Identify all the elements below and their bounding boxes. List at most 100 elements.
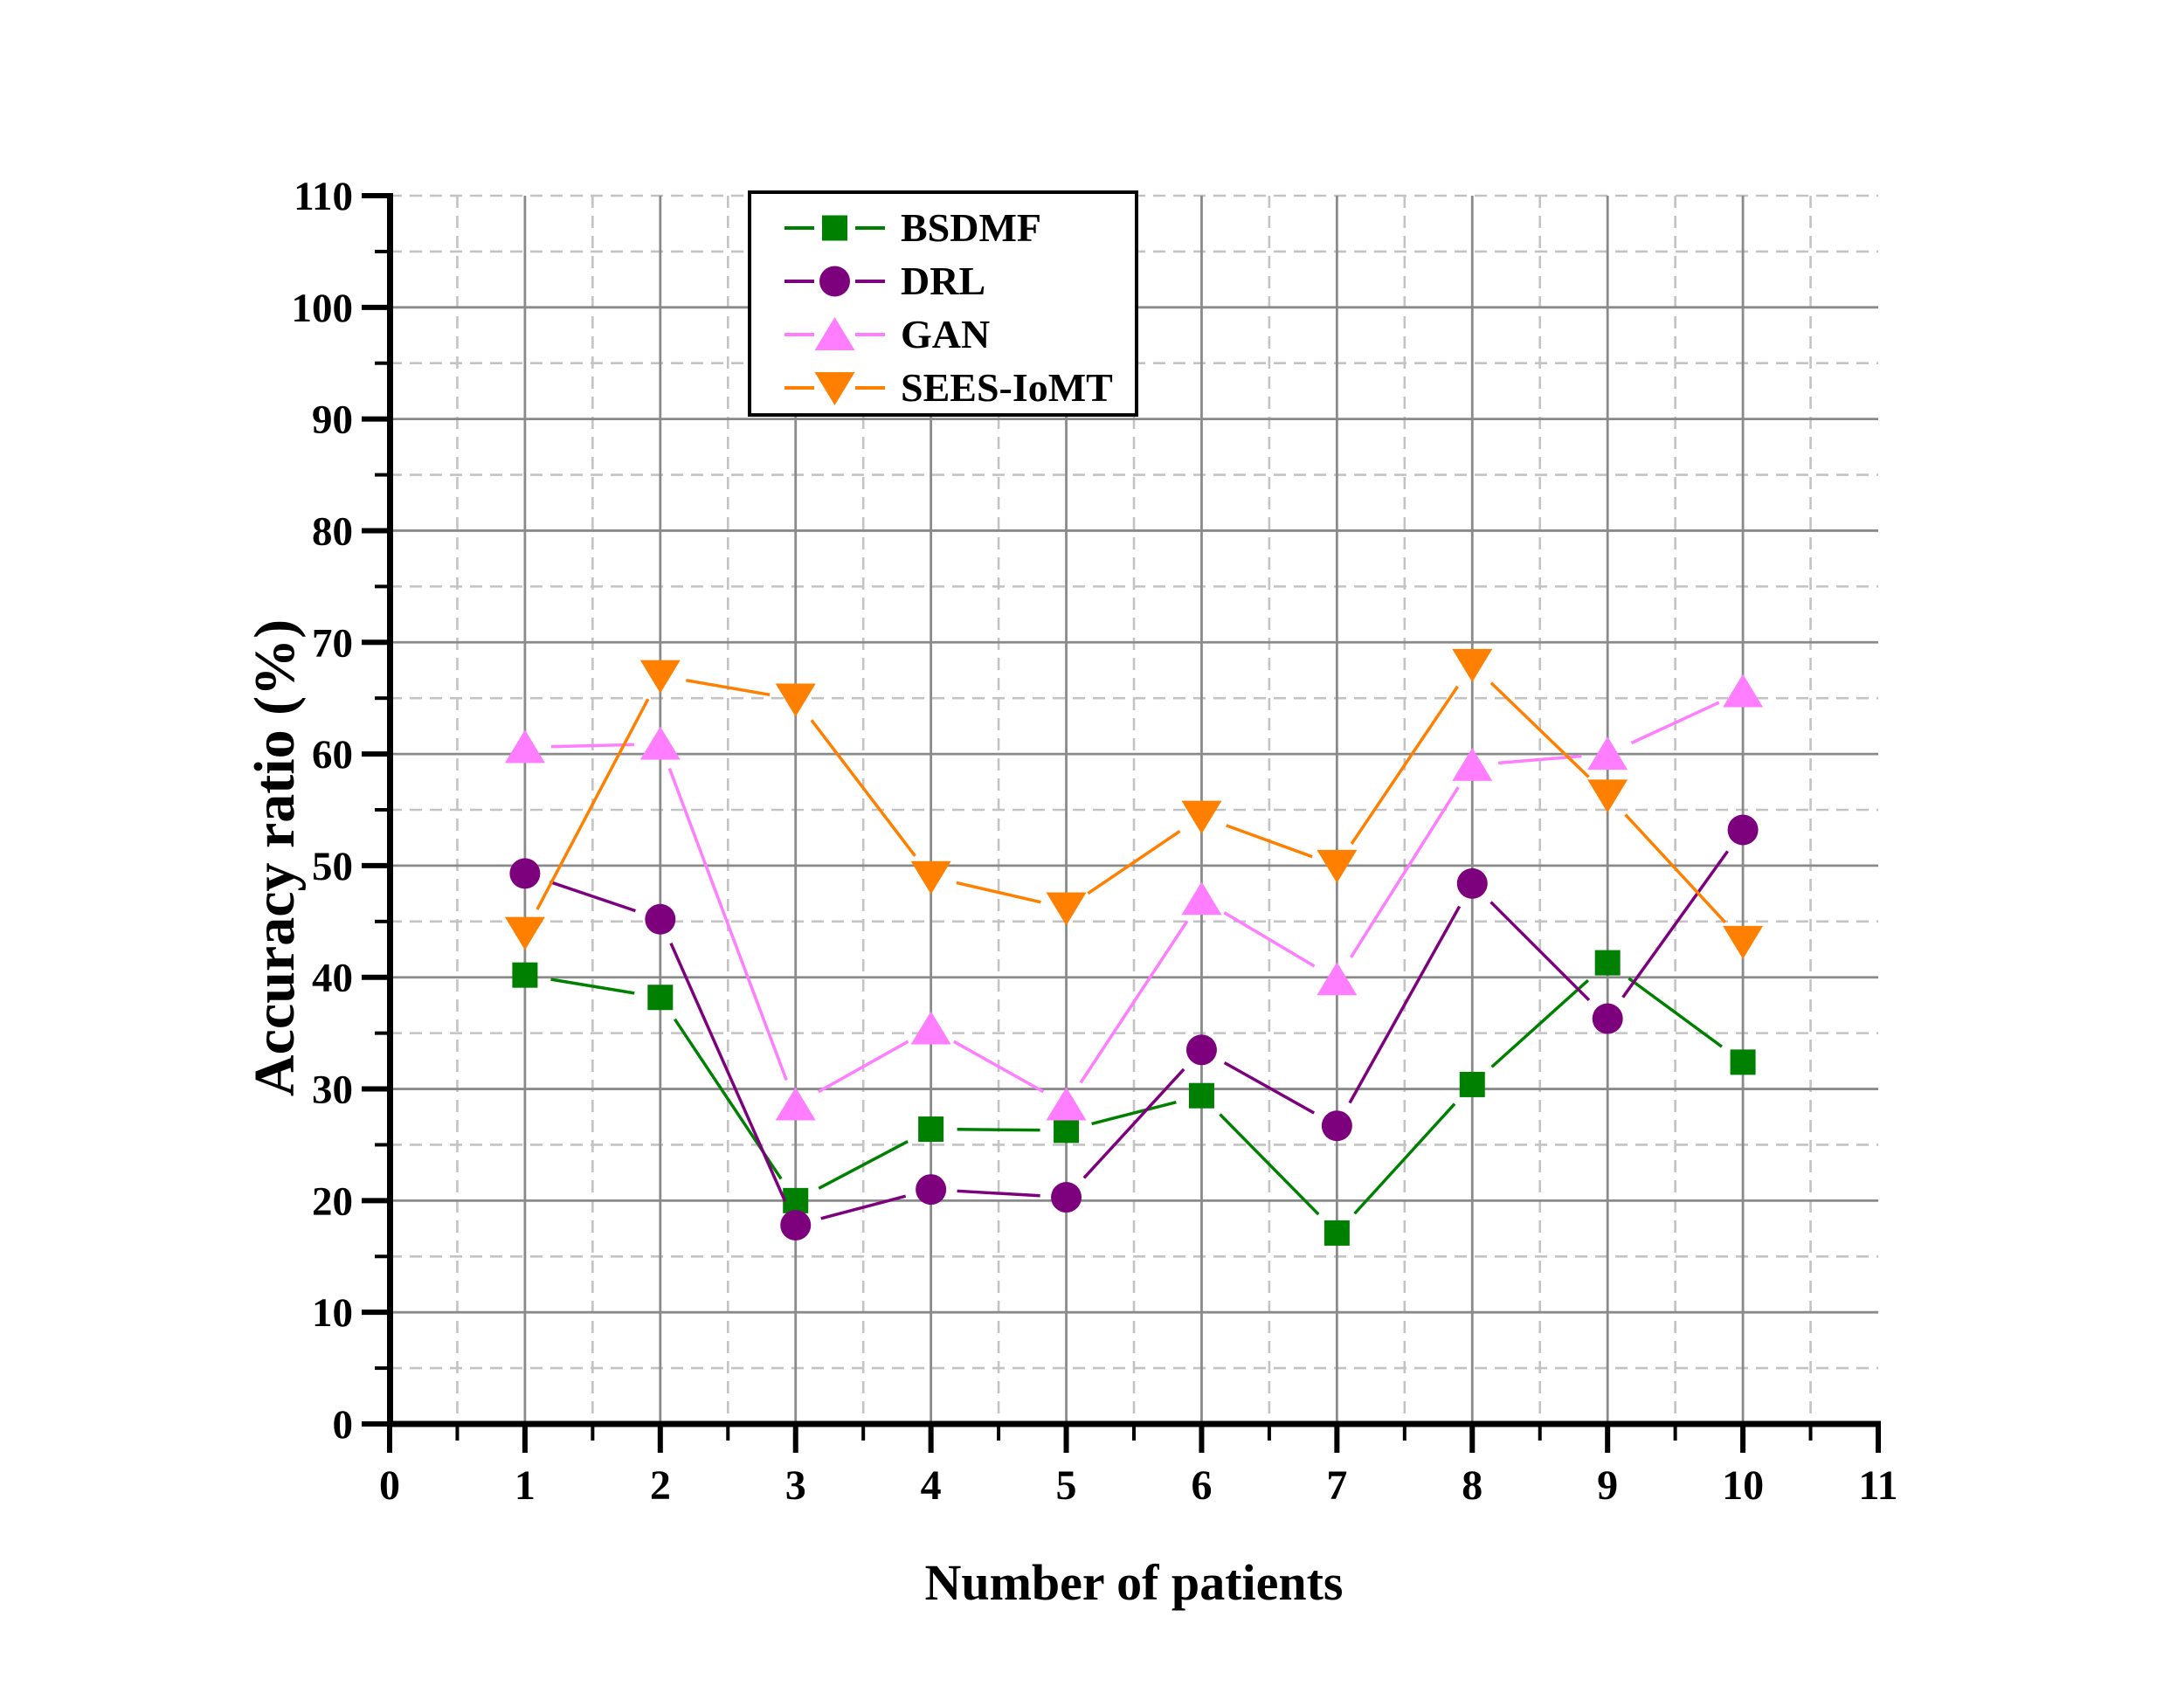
data-point-marker-circle <box>1185 1034 1217 1066</box>
series-DRL <box>509 814 1759 1240</box>
x-tick-label: 1 <box>515 1462 536 1509</box>
data-point-marker-triangle-up <box>1181 881 1222 916</box>
data-point-marker-square <box>647 985 674 1011</box>
series-line-segment <box>1621 850 1730 999</box>
x-tick-label: 5 <box>1056 1462 1077 1509</box>
y-tick-label: 100 <box>292 286 354 331</box>
y-axis-title: Accuracy ratio (%) <box>243 618 307 1097</box>
data-point-marker-triangle-down <box>1317 849 1358 883</box>
data-point-marker-circle <box>819 266 850 296</box>
series-SEES-IoMT <box>504 648 1764 959</box>
data-point-marker-triangle-up <box>910 1011 951 1045</box>
series-BSDMF <box>512 950 1756 1246</box>
series-line-segment <box>956 881 1041 904</box>
y-tick-label: 70 <box>312 620 353 666</box>
data-point-marker-square <box>1730 1049 1756 1075</box>
legend-label: GAN <box>901 311 991 356</box>
x-tick-label: 8 <box>1462 1462 1482 1509</box>
x-tick-label: 2 <box>650 1462 671 1509</box>
series-line-segment <box>1219 1113 1320 1216</box>
series-line-segment <box>818 1140 909 1190</box>
series-line-segment <box>686 679 771 697</box>
series-line-segment <box>1087 830 1181 895</box>
x-tick-label: 9 <box>1597 1462 1618 1509</box>
series-line-segment <box>820 1194 907 1220</box>
series-line-segment <box>1082 1068 1185 1179</box>
series-line-segment <box>667 768 788 1081</box>
y-tick-label: 10 <box>312 1290 353 1336</box>
series-line-segment <box>1489 901 1591 1002</box>
series-line-segment <box>549 880 636 913</box>
series-line-segment <box>1223 1061 1316 1115</box>
data-point-marker-triangle-up <box>1723 674 1764 708</box>
y-tick-label: 30 <box>312 1068 353 1113</box>
data-point-marker-triangle-down <box>504 916 545 950</box>
legend-label: BSDMF <box>901 204 1041 250</box>
data-point-marker-triangle-down <box>1723 925 1764 959</box>
x-tick-label: 10 <box>1722 1462 1764 1509</box>
legend-item-SEES-IoMT: SEES-IoMT <box>751 361 1135 414</box>
legend-marker-triangle-up-icon <box>784 316 885 350</box>
data-point-marker-triangle-down <box>1587 779 1628 813</box>
data-point-marker-circle <box>645 903 676 935</box>
data-point-marker-triangle-up <box>1587 736 1628 771</box>
tick-labels: 0 10 20 30 40 50 60 70 80 90 100 110 0 1 2 3 4 5 6 7 8 9 10 11 <box>292 174 1898 1509</box>
series-line-segment <box>1353 1102 1456 1215</box>
series-line-segment <box>1349 786 1460 958</box>
data-point-marker-square <box>1054 1117 1080 1144</box>
x-tick-label: 6 <box>1191 1462 1212 1509</box>
x-tick-label: 7 <box>1326 1462 1347 1509</box>
axis-spines <box>387 193 1881 1427</box>
legend-marker-circle-icon <box>784 266 885 296</box>
series-line-segment <box>1489 681 1590 778</box>
series-line-segment <box>952 1040 1045 1094</box>
series-line-segment <box>1079 920 1189 1084</box>
series-line-segment <box>1223 911 1316 968</box>
series-line-segment <box>1226 824 1313 859</box>
legend-label: SEES-IoMT <box>901 364 1113 410</box>
data-point-marker-circle <box>1456 867 1488 899</box>
series-line-segment <box>1348 905 1462 1104</box>
data-point-marker-circle <box>1727 814 1759 846</box>
series-line-segment <box>810 719 916 857</box>
data-point-marker-triangle-up <box>1452 747 1493 781</box>
series-line-segment <box>550 978 635 995</box>
series-line-segment <box>1490 978 1590 1068</box>
data-point-marker-triangle-up <box>1046 1087 1087 1121</box>
data-point-marker-circle <box>780 1209 812 1240</box>
data-point-marker-circle <box>1592 1003 1623 1034</box>
legend: BSDMF DRL GAN SEES-IoMT <box>748 190 1138 417</box>
y-tick-label: 0 <box>333 1402 354 1448</box>
x-tick-label: 4 <box>921 1462 942 1509</box>
data-point-marker-triangle-up <box>1317 962 1358 996</box>
x-tick-label: 0 <box>379 1462 400 1509</box>
series-GAN <box>504 674 1764 1121</box>
series-line-segment <box>536 698 650 910</box>
series-line-segment <box>669 942 787 1202</box>
data-point-marker-triangle-down <box>1046 892 1087 926</box>
y-tick-label: 90 <box>312 397 353 443</box>
series-line-segment <box>1091 1100 1177 1126</box>
x-axis-title: Number of patients <box>924 1554 1344 1611</box>
series-line-segment <box>818 1040 909 1094</box>
data-point-marker-square <box>1324 1220 1350 1246</box>
data-point-marker-square <box>1459 1071 1485 1097</box>
legend-marker-triangle-down-icon <box>784 371 885 405</box>
data-point-marker-triangle-down <box>910 860 951 895</box>
data-point-marker-square <box>1594 950 1621 976</box>
data-point-marker-circle <box>916 1174 947 1206</box>
data-point-marker-square <box>783 1187 809 1213</box>
data-point-marker-circle <box>1321 1110 1352 1142</box>
axis-ticks <box>362 193 1881 1453</box>
data-point-marker-triangle-down <box>775 683 816 717</box>
x-tick-label: 11 <box>1858 1462 1897 1509</box>
legend-item-DRL: DRL <box>751 254 1135 308</box>
series-line-segment <box>957 1189 1040 1198</box>
series-line-segment <box>1630 701 1720 745</box>
legend-label: DRL <box>901 258 986 303</box>
y-tick-label: 40 <box>312 956 353 1001</box>
legend-item-BSDMF: BSDMF <box>751 201 1135 254</box>
series-line-segment <box>1350 685 1459 846</box>
y-tick-label: 80 <box>312 508 353 554</box>
